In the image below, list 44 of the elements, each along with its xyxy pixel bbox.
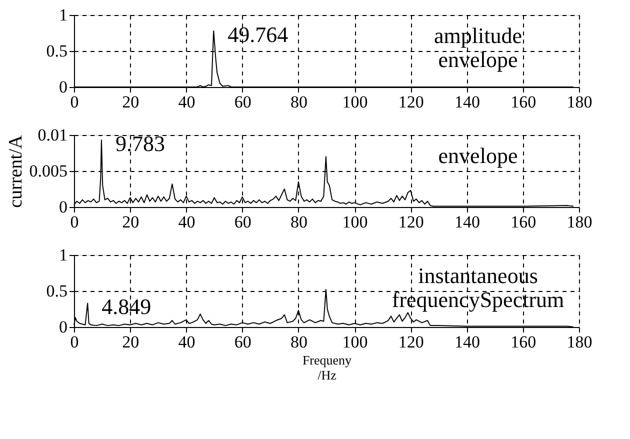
y-tick-label: 0 — [59, 198, 68, 216]
x-tick-label: 160 — [510, 92, 536, 112]
x-tick-label: 160 — [510, 332, 536, 352]
x-tick-label: 60 — [234, 332, 252, 352]
x-tick-label: 160 — [510, 212, 536, 232]
x-tick-label: 180 — [566, 212, 592, 232]
annotation: amplitude envelope — [434, 22, 522, 72]
annotation: 49.764 — [228, 22, 288, 47]
x-tick-label: 140 — [454, 332, 480, 352]
x-tick-label: 100 — [342, 332, 368, 352]
x-tick-label: 80 — [290, 212, 308, 232]
x-tick-label: 60 — [234, 92, 252, 112]
y-tick-label: 0.5 — [46, 282, 68, 300]
y-tick-label: 1 — [59, 246, 68, 264]
annotation: 9.783 — [115, 131, 165, 156]
x-tick-label: 40 — [178, 92, 196, 112]
annotation: instantaneous frequencySpectrum — [392, 262, 564, 312]
x-tick-label: 120 — [398, 92, 424, 112]
x-tick-label: 60 — [234, 212, 252, 232]
x-tick-label: 100 — [342, 212, 368, 232]
y-tick-label: 0.01 — [38, 126, 68, 144]
x-tick-label: 140 — [454, 92, 480, 112]
x-tick-label: 20 — [122, 212, 140, 232]
y-axis-title: current/A — [5, 134, 26, 208]
x-tick-label: 80 — [290, 92, 308, 112]
x-tick-label: 40 — [178, 212, 196, 232]
x-tick-label: 20 — [122, 92, 140, 112]
x-tick-label: 120 — [398, 332, 424, 352]
x-tick-label: 40 — [178, 332, 196, 352]
y-tick-label: 1 — [59, 6, 68, 24]
x-tick-label: 180 — [566, 92, 592, 112]
y-tick-label: 0 — [59, 318, 68, 336]
x-axis-title: Frequeny /Hz — [302, 352, 352, 382]
annotation: envelope — [438, 142, 518, 168]
x-tick-label: 20 — [122, 332, 140, 352]
y-tick-label: 0.5 — [46, 42, 68, 60]
x-tick-label: 180 — [566, 332, 592, 352]
y-tick-label: 0.005 — [29, 162, 68, 180]
x-tick-label: 100 — [342, 92, 368, 112]
y-tick-label: 0 — [59, 78, 68, 96]
x-tick-label: 120 — [398, 212, 424, 232]
annotation: 4.849 — [102, 294, 152, 320]
x-tick-label: 140 — [454, 212, 480, 232]
x-tick-label: 80 — [290, 332, 308, 352]
